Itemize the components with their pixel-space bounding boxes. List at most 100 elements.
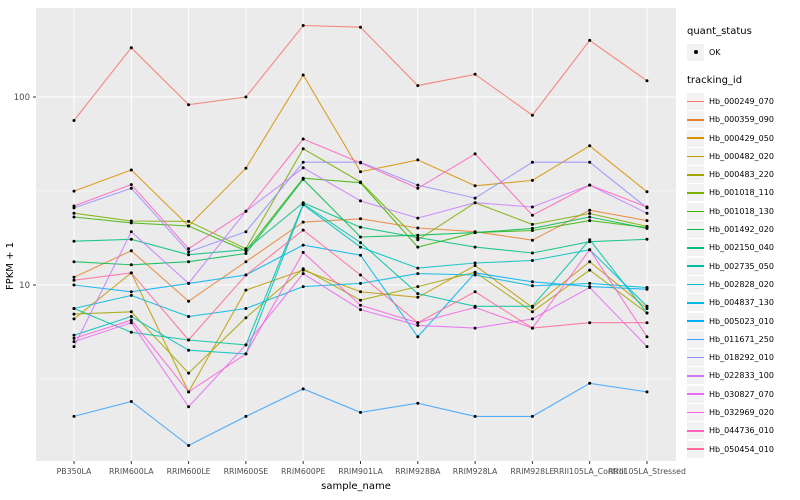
data-point <box>530 251 534 255</box>
legend-label: Hb_030827_070 <box>709 389 774 399</box>
legend-label: OK <box>709 47 721 57</box>
data-point <box>588 212 592 215</box>
x-tick-label: PB350LA <box>57 467 92 476</box>
legend-swatch-icon <box>687 92 704 110</box>
data-point <box>244 166 248 170</box>
data-point <box>244 260 248 264</box>
legend-swatch-icon <box>687 312 704 330</box>
legend-item-Hb_005023_010: Hb_005023_010 <box>687 312 799 330</box>
data-point <box>588 215 592 219</box>
data-point <box>187 444 191 447</box>
data-point <box>416 226 420 230</box>
data-point <box>72 333 76 337</box>
data-point <box>588 144 592 148</box>
data-point <box>72 307 76 310</box>
data-point <box>473 414 477 418</box>
data-point <box>301 387 305 391</box>
data-point <box>244 230 248 234</box>
legend-item-Hb_002735_050: Hb_002735_050 <box>687 257 799 275</box>
legend-item-Hb_000359_090: Hb_000359_090 <box>687 111 799 129</box>
data-point <box>416 401 420 405</box>
data-point <box>645 321 649 325</box>
data-point <box>416 295 420 299</box>
x-tick-label: RRIM901LA <box>338 467 383 476</box>
data-point <box>129 400 133 403</box>
data-point <box>416 216 420 220</box>
x-tick-label: RRII105LA_Stressed <box>608 467 686 476</box>
y-axis-title: FPKM + 1 <box>5 242 16 290</box>
legend-swatch-icon <box>687 403 704 421</box>
data-point <box>588 208 592 212</box>
legend-item-Hb_050454_010: Hb_050454_010 <box>687 440 799 458</box>
data-point <box>645 79 649 83</box>
data-point <box>416 272 420 276</box>
data-point <box>530 259 534 262</box>
data-point <box>473 231 477 235</box>
data-point <box>588 38 592 42</box>
legend-swatch-icon <box>687 257 704 275</box>
data-point <box>645 304 649 308</box>
data-point <box>530 113 534 117</box>
data-point <box>301 250 305 254</box>
legend-swatch-icon <box>687 129 704 147</box>
legend-swatch-icon <box>687 147 704 165</box>
legend-item-Hb_000482_020: Hb_000482_020 <box>687 147 799 165</box>
legend-label: Hb_000359_090 <box>709 115 774 125</box>
data-point <box>645 390 649 394</box>
data-point <box>359 303 362 307</box>
legend-item-Hb_032969_020: Hb_032969_020 <box>687 403 799 421</box>
data-point <box>530 222 534 226</box>
x-axis-title: sample_name <box>321 481 391 492</box>
data-point <box>473 264 477 267</box>
data-point <box>473 196 477 200</box>
legend-item-Hb_022833_100: Hb_022833_100 <box>687 367 799 385</box>
data-point <box>187 315 191 318</box>
legend-swatch-icon <box>687 294 704 312</box>
data-point <box>301 177 305 181</box>
data-point <box>72 211 76 215</box>
data-point <box>416 233 420 237</box>
data-point <box>301 24 305 27</box>
data-point <box>244 288 248 292</box>
data-point <box>645 219 649 223</box>
data-point <box>473 152 477 156</box>
data-point <box>359 245 362 249</box>
data-point <box>187 219 191 223</box>
data-point <box>416 186 420 190</box>
data-point <box>72 283 76 287</box>
data-point <box>645 307 649 310</box>
data-point <box>301 272 305 276</box>
data-point <box>187 371 191 375</box>
data-point <box>473 245 477 249</box>
data-point <box>530 238 534 242</box>
data-point <box>187 247 191 251</box>
data-point <box>187 224 191 228</box>
data-point <box>588 160 592 164</box>
legend-label: Hb_001492_020 <box>709 225 774 235</box>
data-point <box>416 292 420 296</box>
data-point <box>530 205 534 209</box>
data-point <box>416 335 420 339</box>
data-point <box>530 317 534 321</box>
data-point <box>473 72 477 76</box>
legend-label: Hb_002735_050 <box>709 261 774 271</box>
data-point <box>301 166 305 170</box>
legend-swatch-icon <box>687 111 704 129</box>
data-point <box>359 273 362 277</box>
legend-item-Hb_004837_130: Hb_004837_130 <box>687 294 799 312</box>
legend-label: Hb_044736_010 <box>709 426 774 436</box>
data-point <box>645 287 649 291</box>
legend-swatch-icon <box>687 184 704 202</box>
legend-item-Hb_030827_070: Hb_030827_070 <box>687 385 799 403</box>
data-point <box>473 273 477 277</box>
data-point <box>301 147 305 151</box>
data-point <box>72 278 76 282</box>
data-point <box>301 203 305 207</box>
data-point <box>244 316 248 320</box>
legend-swatch-icon <box>687 202 704 220</box>
legend-swatch-icon <box>687 349 704 367</box>
data-point <box>129 271 133 275</box>
data-point <box>72 204 76 208</box>
